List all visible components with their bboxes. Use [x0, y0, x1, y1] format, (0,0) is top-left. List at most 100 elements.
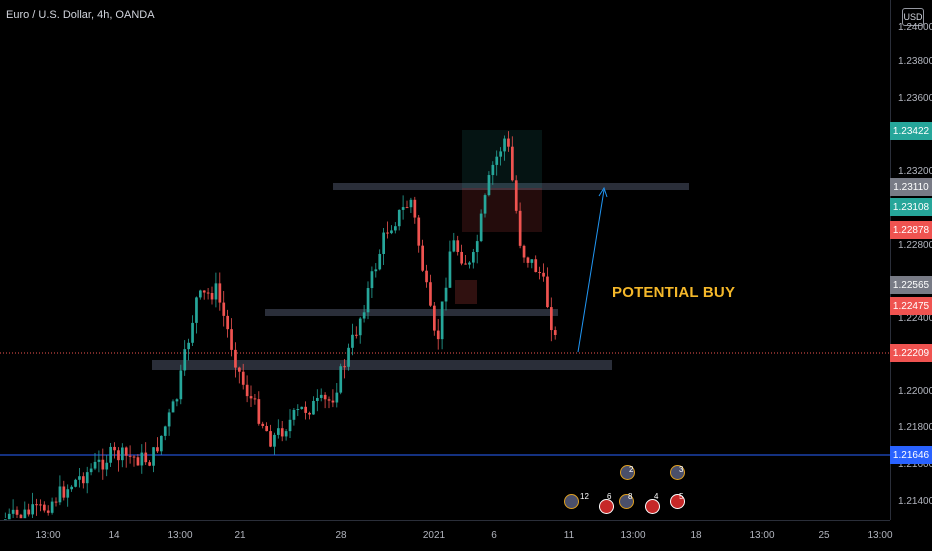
candle-body — [464, 263, 467, 265]
price-tick: 1.21600 — [898, 459, 932, 470]
event-count: 4 — [654, 492, 659, 501]
time-tick: 21 — [234, 530, 246, 541]
candle-body — [378, 253, 382, 270]
candle-body — [78, 476, 81, 480]
currency-badge[interactable]: USD — [902, 8, 924, 26]
candle-body — [530, 259, 534, 263]
candle-body — [156, 447, 159, 452]
time-tick: 14 — [108, 530, 120, 541]
candle-body — [472, 252, 475, 263]
candle-body — [550, 307, 553, 331]
support-zone[interactable] — [152, 360, 612, 370]
candle-body — [452, 240, 456, 252]
candle-body — [273, 434, 276, 447]
candle-body — [206, 292, 210, 294]
price-label: 1.22475 — [890, 297, 932, 315]
event-flag-icon[interactable] — [599, 499, 614, 514]
candle-body — [15, 509, 19, 515]
buy-arrow[interactable] — [577, 189, 605, 353]
chart-area[interactable]: Euro / U.S. Dollar, 4h, OANDA POTENTIAL … — [0, 0, 890, 521]
candle-body — [331, 400, 335, 403]
candle-body — [191, 322, 194, 343]
price-axis[interactable] — [890, 0, 932, 520]
candle-body — [483, 195, 487, 214]
time-tick: 13:00 — [167, 530, 193, 541]
candle-body — [199, 290, 202, 298]
candle-body — [31, 504, 34, 515]
candle-body — [390, 230, 393, 234]
candle-body — [160, 435, 163, 452]
candle-body — [460, 251, 463, 264]
candle-body — [82, 476, 85, 484]
candle-body — [553, 330, 557, 335]
event-flag-icon[interactable] — [670, 494, 685, 509]
candle-body — [249, 396, 253, 399]
event-count: 3 — [679, 465, 684, 474]
candle-body — [280, 428, 284, 437]
time-tick: 11 — [563, 530, 575, 541]
price-label: 1.23110 — [890, 178, 932, 196]
price-tick: 1.24000 — [898, 22, 932, 33]
price-label: 1.22878 — [890, 221, 932, 239]
candle-body — [487, 175, 491, 196]
candle-body — [265, 425, 268, 432]
candlestick-chart[interactable] — [0, 0, 890, 521]
price-label: 1.21646 — [890, 446, 932, 464]
candle-body — [54, 501, 58, 503]
event-flag-icon[interactable] — [564, 494, 579, 509]
price-tick: 1.23800 — [898, 56, 932, 67]
candle-body — [495, 156, 499, 165]
event-flag-icon[interactable] — [619, 494, 634, 509]
candle-body — [117, 450, 120, 461]
candle-body — [433, 305, 436, 331]
price-label: 1.22209 — [890, 344, 932, 362]
price-tick: 1.22400 — [898, 313, 932, 324]
event-flag-icon[interactable] — [670, 465, 685, 480]
candle-body — [444, 287, 448, 302]
candle-body — [479, 213, 483, 242]
candle-body — [234, 349, 237, 368]
candle-body — [323, 394, 327, 400]
event-count: 12 — [580, 492, 589, 501]
event-flag-icon[interactable] — [620, 465, 635, 480]
mid-zone[interactable] — [265, 309, 558, 316]
position-profit-box[interactable] — [462, 130, 542, 188]
time-tick: 13:00 — [867, 530, 893, 541]
candle-body — [253, 398, 257, 400]
candle-body — [144, 452, 148, 463]
time-tick: 6 — [491, 530, 497, 541]
candle-body — [394, 226, 397, 231]
price-tick: 1.21400 — [898, 496, 932, 507]
time-axis[interactable]: 13:00 14 13:00 21 28 2021 6 11 13:00 18 … — [0, 520, 893, 551]
candle-body — [514, 180, 518, 211]
time-tick: 2021 — [422, 530, 446, 541]
candle-body — [132, 456, 136, 458]
candle-body — [105, 462, 109, 470]
candle-body — [421, 245, 424, 271]
candle-body — [171, 401, 175, 413]
candle-body — [202, 290, 206, 293]
candle-body — [183, 349, 187, 371]
candle-body — [316, 397, 319, 401]
position-loss-box[interactable] — [462, 188, 542, 232]
candle-body — [284, 431, 288, 437]
resistance-zone[interactable] — [333, 183, 689, 190]
candle-body — [546, 276, 549, 308]
candle-body — [343, 366, 346, 368]
candle-body — [152, 447, 155, 466]
candle-body — [238, 367, 241, 372]
potential-buy-label[interactable]: POTENTIAL BUY — [612, 284, 736, 301]
candle-body — [362, 312, 366, 319]
candle-body — [288, 419, 292, 432]
event-flag-icon[interactable] — [645, 499, 660, 514]
candle-body — [507, 138, 510, 147]
candle-body — [382, 232, 385, 254]
candle-body — [74, 479, 77, 487]
candle-body — [226, 315, 229, 330]
candle-body — [214, 283, 218, 300]
candle-body — [11, 509, 15, 514]
candle-body — [187, 342, 190, 350]
symbol-title[interactable]: Euro / U.S. Dollar, 4h, OANDA — [6, 9, 155, 21]
position-loss-box-2[interactable] — [455, 280, 477, 304]
candle-body — [43, 504, 46, 511]
